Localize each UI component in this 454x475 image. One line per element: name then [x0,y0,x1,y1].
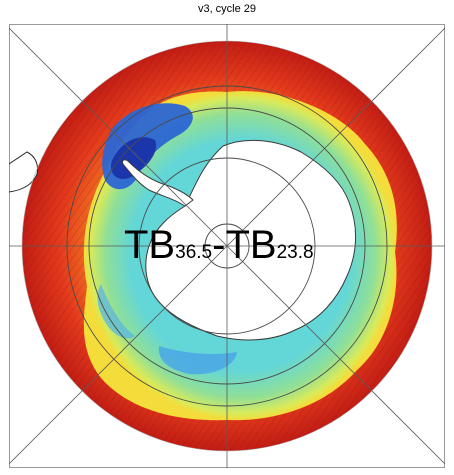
map-title: v3, cycle 29 [197,3,257,15]
polar-stereographic-plot [9,24,445,468]
blue-ice-patch-ross [158,346,237,375]
tb-a-text: TB [124,223,176,267]
deep-ice-core [110,137,157,179]
polar-map: TB36.5-TB23.8 [9,24,445,468]
map-disk-outline [21,40,433,452]
meridian-grid [9,24,445,468]
brightness-temperature-label: TB36.5-TB23.8 [124,225,314,265]
tb-a-subscript: 36.5 [175,242,213,263]
tb-b-subscript: 23.8 [276,242,314,263]
dash-text: - [212,223,226,267]
south-america-tip [9,151,38,193]
blue-ice-patch-east [97,284,135,339]
tb-b-text: TB [225,223,277,267]
